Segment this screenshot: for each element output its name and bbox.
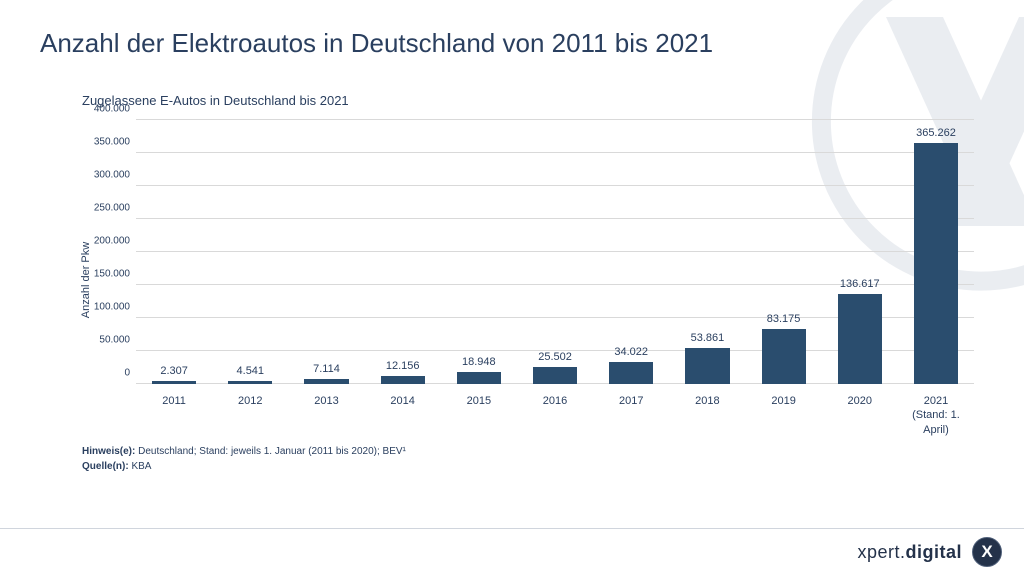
bar-slot: 25.502	[517, 120, 593, 384]
bar	[152, 381, 196, 384]
bar-slot: 83.175	[746, 120, 822, 384]
brand-text: xpert.digital	[857, 542, 962, 563]
y-tick-label: 150.000	[82, 269, 130, 280]
x-tick-label: 2017	[593, 388, 669, 440]
quelle-label: Quelle(n):	[82, 461, 129, 472]
brand-logo: xpert.digital X	[857, 537, 1002, 567]
x-tick-label: 2014	[365, 388, 441, 440]
bar-value-label: 136.617	[840, 278, 880, 290]
bar-slot: 34.022	[593, 120, 669, 384]
bar-value-label: 25.502	[538, 351, 572, 363]
bar-value-label: 2.307	[160, 365, 188, 377]
bar	[228, 381, 272, 384]
bar	[609, 362, 653, 384]
x-tick-label: 2011	[136, 388, 212, 440]
y-tick-label: 250.000	[82, 203, 130, 214]
x-tick-label: 2016	[517, 388, 593, 440]
y-tick-label: 200.000	[82, 236, 130, 247]
brand-text-heavy: digital	[906, 542, 963, 562]
y-tick-label: 0	[82, 368, 130, 379]
quelle-text: KBA	[131, 461, 151, 472]
footnotes: Hinweis(e): Deutschland; Stand: jeweils …	[82, 444, 984, 474]
bar-value-label: 34.022	[614, 346, 648, 358]
bar-slot: 136.617	[822, 120, 898, 384]
plot-area: 050.000100.000150.000200.000250.000300.0…	[136, 120, 974, 384]
bar	[838, 294, 882, 384]
footnote-hinweis: Hinweis(e): Deutschland; Stand: jeweils …	[82, 444, 984, 459]
y-tick-label: 350.000	[82, 137, 130, 148]
bar-value-label: 53.861	[691, 332, 725, 344]
x-tick-label: 2013	[288, 388, 364, 440]
bar	[685, 348, 729, 384]
bar-value-label: 365.262	[916, 127, 956, 139]
bar-slot: 18.948	[441, 120, 517, 384]
footnote-quelle: Quelle(n): KBA	[82, 459, 984, 474]
brand-badge: X	[972, 537, 1002, 567]
bar	[533, 367, 577, 384]
subtitle: Zugelassene E-Autos in Deutschland bis 2…	[82, 93, 984, 108]
bar	[914, 143, 958, 384]
chart: Anzahl der Pkw 050.000100.000150.000200.…	[82, 120, 974, 440]
bar-value-label: 83.175	[767, 313, 801, 325]
bar	[762, 329, 806, 384]
bars-container: 2.307 4.541 7.114 12.156 18.948 25.502 34.022 5…	[136, 120, 974, 384]
x-tick-label: 2021(Stand: 1.April)	[898, 388, 974, 440]
main-title: Anzahl der Elektroautos in Deutschland v…	[40, 28, 984, 59]
content-area: Anzahl der Elektroautos in Deutschland v…	[0, 0, 1024, 474]
x-tick-label: 2015	[441, 388, 517, 440]
y-tick-label: 300.000	[82, 170, 130, 181]
bar-slot: 2.307	[136, 120, 212, 384]
y-tick-label: 400.000	[82, 104, 130, 115]
hinweis-text: Deutschland; Stand: jeweils 1. Januar (2…	[138, 446, 406, 457]
hinweis-label: Hinweis(e):	[82, 446, 135, 457]
bar-slot: 365.262	[898, 120, 974, 384]
bar-value-label: 7.114	[313, 363, 340, 375]
brand-text-light: xpert.	[857, 542, 905, 562]
divider	[0, 528, 1024, 529]
bar	[457, 372, 501, 385]
bar-slot: 53.861	[669, 120, 745, 384]
x-tick-label: 2020	[822, 388, 898, 440]
bar-value-label: 4.541	[237, 365, 265, 377]
bar	[381, 376, 425, 384]
bar-slot: 12.156	[365, 120, 441, 384]
bar-value-label: 12.156	[386, 360, 420, 372]
bar-slot: 4.541	[212, 120, 288, 384]
x-tick-label: 2012	[212, 388, 288, 440]
bar-slot: 7.114	[288, 120, 364, 384]
bar	[304, 379, 348, 384]
y-tick-label: 100.000	[82, 302, 130, 313]
y-tick-label: 50.000	[82, 335, 130, 346]
x-axis-labels: 2011201220132014201520162017201820192020…	[136, 388, 974, 440]
x-tick-label: 2019	[746, 388, 822, 440]
x-tick-label: 2018	[669, 388, 745, 440]
bar-value-label: 18.948	[462, 356, 496, 368]
